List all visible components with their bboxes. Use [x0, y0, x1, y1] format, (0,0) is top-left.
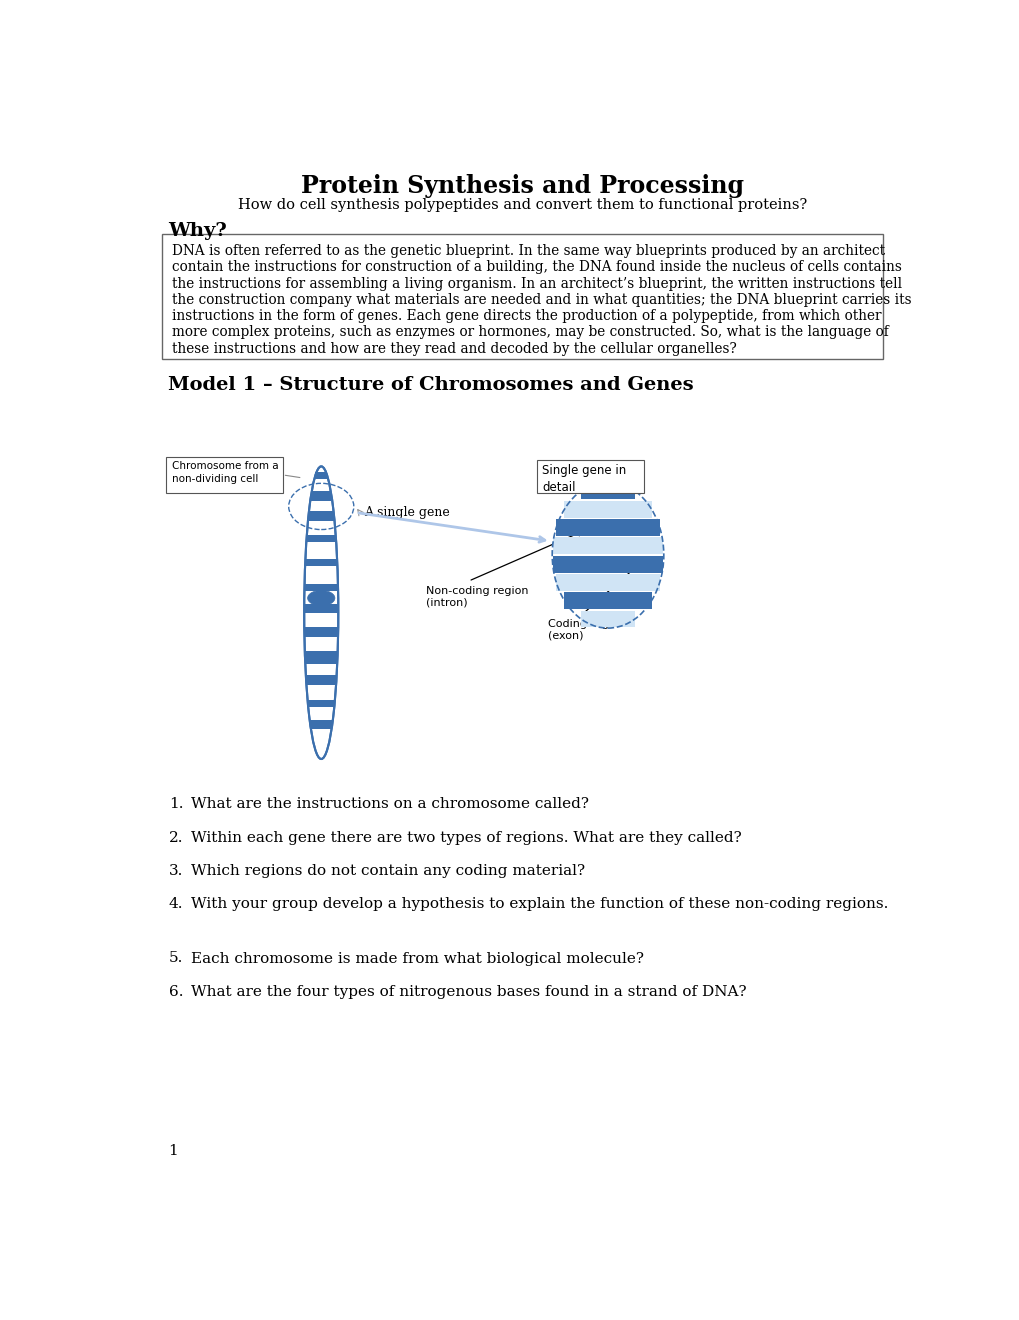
FancyBboxPatch shape: [166, 457, 282, 492]
Bar: [305, 560, 337, 566]
Bar: [311, 491, 331, 500]
Text: 6.: 6.: [168, 985, 183, 999]
Bar: [305, 651, 337, 664]
Bar: [564, 593, 651, 609]
Text: 1: 1: [168, 1144, 177, 1158]
Text: 4.: 4.: [168, 896, 183, 911]
Text: Within each gene there are two types of regions. What are they called?: Within each gene there are two types of …: [191, 830, 741, 845]
Text: What are the four types of nitrogenous bases found in a strand of DNA?: What are the four types of nitrogenous b…: [191, 985, 746, 999]
Text: With your group develop a hypothesis to explain the function of these non-coding: With your group develop a hypothesis to …: [191, 896, 888, 911]
Bar: [304, 605, 338, 614]
Bar: [581, 483, 635, 499]
Bar: [308, 700, 334, 708]
Ellipse shape: [551, 482, 663, 628]
Text: 1.: 1.: [168, 797, 183, 812]
Text: the construction company what materials are needed and in what quantities; the D: the construction company what materials …: [171, 293, 910, 306]
Text: A single gene: A single gene: [364, 506, 449, 519]
Text: What are the instructions on a chromosome called?: What are the instructions on a chromosom…: [191, 797, 589, 812]
Text: Model 1 – Structure of Chromosomes and Genes: Model 1 – Structure of Chromosomes and G…: [168, 376, 693, 393]
Text: Chromosome from a
non-dividing cell: Chromosome from a non-dividing cell: [171, 461, 278, 484]
Text: How do cell synthesis polypeptides and convert them to functional proteins?: How do cell synthesis polypeptides and c…: [237, 198, 807, 213]
Bar: [564, 500, 651, 517]
Text: Coding region
(exon): Coding region (exon): [547, 619, 625, 640]
FancyBboxPatch shape: [162, 234, 882, 359]
Bar: [555, 519, 659, 536]
Bar: [306, 676, 336, 685]
Text: 2.: 2.: [168, 830, 183, 845]
Bar: [308, 511, 334, 521]
Text: contain the instructions for construction of a building, the DNA found inside th: contain the instructions for constructio…: [171, 260, 901, 275]
Text: instructions in the form of genes. Each gene directs the production of a polypep: instructions in the form of genes. Each …: [171, 309, 880, 323]
Bar: [304, 627, 338, 638]
Text: Each chromosome is made from what biological molecule?: Each chromosome is made from what biolog…: [191, 952, 643, 965]
FancyBboxPatch shape: [536, 461, 643, 494]
Text: these instructions and how are they read and decoded by the cellular organelles?: these instructions and how are they read…: [171, 342, 736, 356]
Text: Why?: Why?: [168, 222, 226, 239]
Text: Which regions do not contain any coding material?: Which regions do not contain any coding …: [191, 863, 585, 878]
Text: Non-coding region
(intron): Non-coding region (intron): [426, 586, 528, 607]
Text: DNA is often referred to as the genetic blueprint. In the same way blueprints pr: DNA is often referred to as the genetic …: [171, 244, 883, 257]
Text: Single gene in
detail: Single gene in detail: [541, 465, 626, 494]
Text: the instructions for assembling a living organism. In an architect’s blueprint, : the instructions for assembling a living…: [171, 276, 901, 290]
Bar: [552, 537, 662, 554]
Bar: [552, 556, 662, 573]
Bar: [304, 583, 337, 591]
Bar: [315, 471, 327, 479]
Text: 3.: 3.: [169, 863, 183, 878]
Bar: [581, 611, 635, 627]
Text: more complex proteins, such as enzymes or hormones, may be constructed. So, what: more complex proteins, such as enzymes o…: [171, 326, 888, 339]
Bar: [555, 574, 659, 591]
Bar: [310, 719, 332, 729]
Text: 5.: 5.: [169, 952, 183, 965]
Ellipse shape: [308, 590, 334, 606]
Ellipse shape: [304, 466, 338, 759]
Text: Protein Synthesis and Processing: Protein Synthesis and Processing: [301, 174, 744, 198]
Bar: [307, 536, 335, 543]
